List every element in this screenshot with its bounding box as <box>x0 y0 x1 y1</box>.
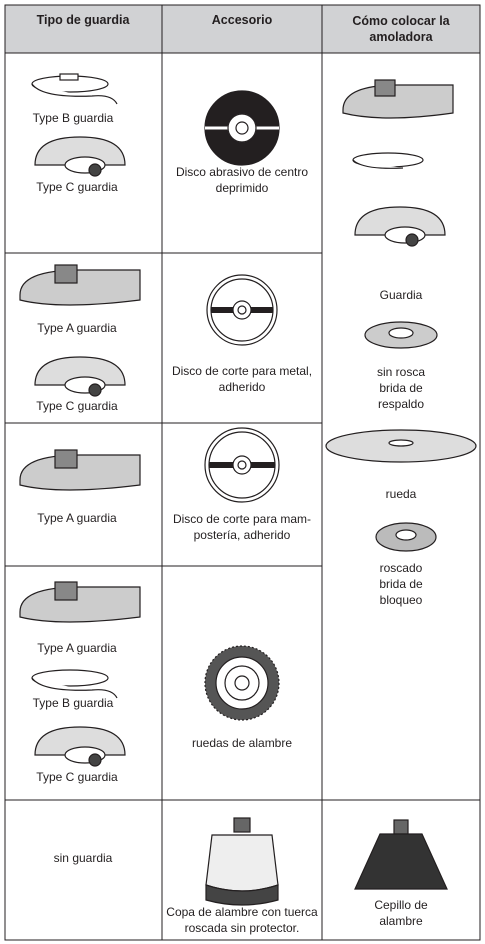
guard-label: Type A guardia <box>37 641 117 655</box>
guard-label: Type B guardia <box>32 696 114 710</box>
guard-label: Type C guardia <box>36 770 118 784</box>
header-cell: Accesorio <box>211 13 273 27</box>
mounting-label: Guardia <box>379 288 423 302</box>
header-cell: Tipo de guardia <box>36 13 130 27</box>
guard-label: Type C guardia <box>36 180 118 194</box>
guard-label: Type A guardia <box>37 321 117 335</box>
mounting-label: rueda <box>385 487 417 501</box>
accessory-label: Disco abrasivo de centro deprimido <box>175 165 309 195</box>
mounting-label: Cepillo de alambre <box>374 898 428 928</box>
mounting-label: roscado brida de bloqueo <box>379 561 423 607</box>
guard-label: Type B guardia <box>32 111 114 125</box>
mounting-label: sin rosca brida de respaldo <box>376 365 426 411</box>
grid <box>4 4 481 941</box>
accessory-label: Disco de corte para metal, adherido <box>171 364 313 394</box>
header-cell: Cómo colocar la amoladora <box>352 14 450 44</box>
guard-label: Type A guardia <box>37 511 117 525</box>
accessory-label: Disco de corte para mam- postería, adher… <box>172 512 312 542</box>
guard-label: sin guardia <box>53 851 113 865</box>
icons <box>19 73 477 906</box>
header-bg <box>5 5 480 53</box>
guard-label: Type C guardia <box>36 399 118 413</box>
accessory-label: ruedas de alambre <box>191 736 293 750</box>
accessory-label: Copa de alambre con tuerca roscada sin p… <box>166 905 318 935</box>
